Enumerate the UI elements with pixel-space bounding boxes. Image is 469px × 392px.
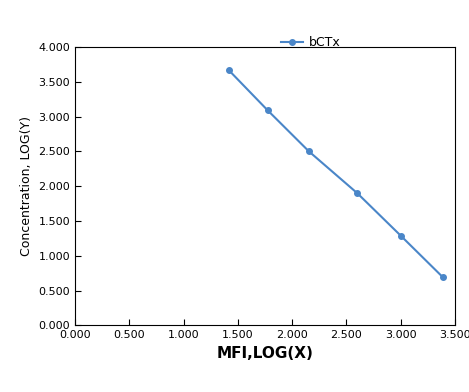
bCTx <box>440 275 446 280</box>
Line: bCTx: bCTx <box>226 67 446 280</box>
bCTx <box>306 149 312 154</box>
X-axis label: MFI,LOG(X): MFI,LOG(X) <box>217 346 313 361</box>
bCTx <box>355 191 360 196</box>
bCTx <box>398 233 403 238</box>
bCTx <box>265 108 271 113</box>
bCTx <box>226 68 231 73</box>
Legend: bCTx: bCTx <box>276 31 345 54</box>
Y-axis label: Concentration, LOG(Y): Concentration, LOG(Y) <box>20 116 33 256</box>
